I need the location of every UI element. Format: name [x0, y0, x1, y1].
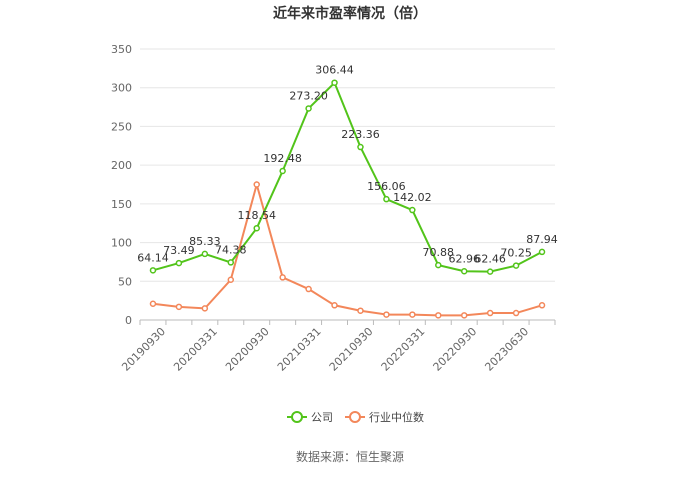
x-tick-label: 20190930 — [119, 325, 168, 374]
data-label: 70.88 — [423, 246, 455, 259]
y-tick-label: 0 — [125, 314, 132, 327]
x-tick-label: 20210930 — [327, 325, 376, 374]
data-label: 73.49 — [163, 244, 195, 257]
source-note: 数据来源：恒生聚源 — [296, 449, 404, 464]
data-point-industry — [383, 311, 390, 318]
data-label: 62.46 — [474, 253, 506, 266]
data-label: 273.20 — [289, 89, 328, 102]
data-point-company — [486, 268, 494, 275]
y-tick-label: 50 — [118, 275, 132, 288]
data-point-industry — [279, 274, 286, 281]
y-tick-label: 150 — [111, 198, 132, 211]
data-label: 156.06 — [367, 180, 406, 193]
data-point-company — [201, 250, 209, 258]
data-label: 223.36 — [341, 128, 380, 141]
data-point-company — [279, 167, 286, 175]
series-layer — [149, 79, 546, 319]
legend[interactable]: 公司 行业中位数 — [287, 410, 424, 424]
data-label: 64.14 — [137, 251, 169, 264]
data-label: 192.48 — [263, 152, 302, 165]
data-point-company — [460, 268, 468, 275]
x-tick-label: 20200331 — [171, 325, 220, 374]
legend-item-company[interactable]: 公司 — [287, 411, 333, 424]
data-point-industry — [305, 285, 312, 293]
series-line-industry — [152, 180, 543, 317]
data-label: 85.33 — [189, 235, 221, 248]
data-point-industry — [512, 309, 520, 317]
data-point-industry — [409, 311, 416, 318]
data-point-industry — [149, 300, 157, 307]
data-label: 74.38 — [215, 243, 247, 256]
data-point-company — [383, 195, 390, 203]
data-point-industry — [486, 309, 494, 317]
y-tick-label: 300 — [111, 82, 132, 95]
x-axis: 20190930 20200331 20200930 20210331 20210930… — [119, 319, 556, 374]
data-point-industry — [253, 181, 260, 188]
data-point-industry — [331, 302, 338, 309]
data-label: 142.02 — [393, 191, 432, 204]
series-line-company — [152, 80, 543, 273]
data-point-industry — [357, 307, 364, 314]
data-point-company — [512, 262, 520, 269]
data-point-company — [331, 79, 338, 86]
legend-label: 公司 — [311, 411, 333, 424]
y-tick-label: 250 — [111, 120, 132, 133]
data-point-company — [175, 259, 183, 267]
y-axis: 0 50 100 150 200 250 300 350 — [111, 43, 132, 327]
y-tick-label: 100 — [111, 237, 132, 250]
data-label: 70.25 — [500, 247, 532, 260]
data-label: 62.96 — [448, 252, 480, 265]
legend-item-industry[interactable]: 行业中位数 — [345, 410, 424, 424]
data-point-industry — [175, 303, 183, 311]
y-tick-label: 350 — [111, 43, 132, 56]
data-point-industry — [201, 305, 209, 312]
chart-title: 近年来市盈率情况（倍） — [273, 5, 427, 22]
x-tick-label: 20230630 — [482, 325, 531, 374]
data-point-company — [409, 206, 416, 214]
data-point-industry — [538, 302, 546, 309]
x-tick-label: 20220930 — [431, 325, 480, 374]
legend-marker — [349, 411, 361, 423]
x-tick-label: 20220331 — [379, 325, 428, 374]
data-label: 306.44 — [315, 64, 354, 77]
data-point-industry — [435, 312, 442, 319]
data-point-company — [357, 143, 364, 151]
data-point-company — [538, 248, 546, 256]
data-label: 87.94 — [526, 233, 558, 246]
data-point-industry — [227, 276, 235, 283]
data-point-company — [435, 261, 442, 269]
grid-lines — [140, 48, 555, 282]
legend-label: 行业中位数 — [369, 410, 424, 424]
data-point-company — [227, 259, 235, 266]
data-point-company — [253, 224, 260, 232]
x-tick-label: 20200930 — [223, 325, 272, 374]
data-point-company — [149, 267, 157, 274]
x-tick-label: 20210331 — [275, 325, 324, 374]
legend-marker — [291, 411, 303, 423]
data-point-company — [305, 105, 312, 112]
data-point-industry — [460, 312, 468, 319]
y-tick-label: 200 — [111, 159, 132, 172]
data-label: 118.54 — [237, 209, 276, 222]
